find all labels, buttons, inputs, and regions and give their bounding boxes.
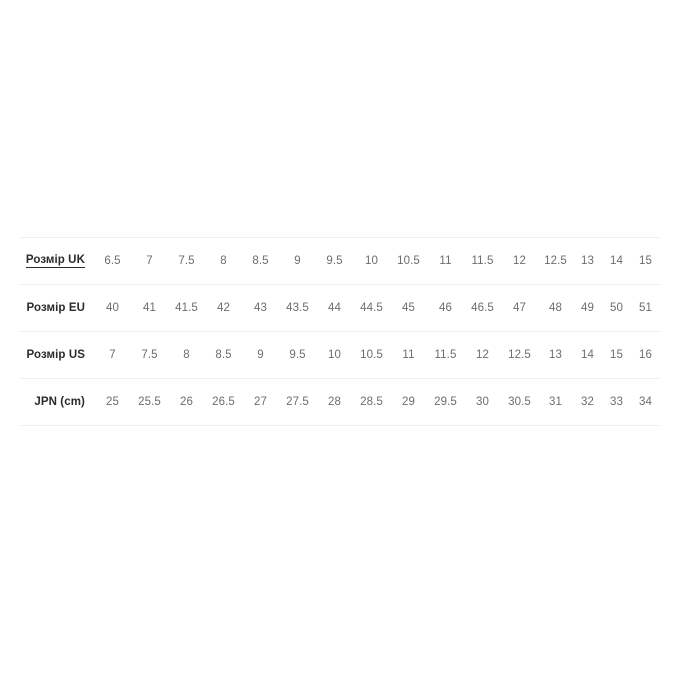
cell-uk-5: 8.5	[252, 255, 269, 267]
cell-uk-8: 10	[365, 255, 378, 267]
row-label-us: Розмір US	[20, 331, 94, 379]
cell-jpn-1: 25	[94, 378, 131, 426]
cell-eu-7: 44	[316, 284, 353, 332]
cell-us-8: 10.5	[353, 331, 390, 379]
row-label-text: Розмір UK	[25, 254, 85, 268]
cell-jpn-9: 29	[390, 378, 427, 426]
row-label-jpn: JPN (cm)	[20, 378, 94, 426]
row-label-text: Розмір EU	[26, 302, 85, 314]
cell-eu-13: 48	[538, 284, 573, 332]
cell-jpn-4: 26.5	[205, 378, 242, 426]
cell-us-4: 8.5	[205, 331, 242, 379]
cell-eu-4: 42	[205, 284, 242, 332]
cell-us-3: 8	[168, 331, 205, 379]
cell-uk-9: 10.5	[397, 255, 420, 267]
cell-us-1: 7	[94, 331, 131, 379]
cell-us-2: 7.5	[131, 331, 168, 379]
cell-uk-13: 12.5	[544, 255, 567, 267]
table-row: Розмір US 7 7.5 8 8.5 9 9.5 10 10.5 11 1…	[20, 331, 660, 379]
cell-eu-15: 50	[602, 284, 631, 332]
cell-jpn-12: 30.5	[501, 378, 538, 426]
cell-uk-6: 9	[294, 255, 301, 267]
cell-jpn-15: 33	[602, 378, 631, 426]
cell-us-16: 16	[631, 331, 660, 379]
cell-jpn-16: 34	[631, 378, 660, 426]
cell-eu-12: 47	[501, 284, 538, 332]
cell-jpn-8: 28.5	[353, 378, 390, 426]
cell-eu-11: 46.5	[464, 284, 501, 332]
cell-uk-12: 12	[513, 255, 526, 267]
table-row: JPN (cm) 25 25.5 26 26.5 27 27.5 28 28.5…	[20, 378, 660, 426]
cell-jpn-3: 26	[168, 378, 205, 426]
cell-eu-5: 43	[242, 284, 279, 332]
cell-uk-14: 13	[581, 255, 594, 267]
cell-jpn-13: 31	[538, 378, 573, 426]
cell-jpn-11: 30	[464, 378, 501, 426]
cell-uk-15: 14	[610, 255, 623, 267]
size-table-container: Розмір UK 6.5 7 7.5 8 8.5 9 9.5 10 10.5 …	[20, 237, 660, 426]
cell-eu-10: 46	[427, 284, 464, 332]
cell-us-14: 14	[573, 331, 602, 379]
shoe-size-conversion-table: Розмір UK 6.5 7 7.5 8 8.5 9 9.5 10 10.5 …	[20, 237, 660, 426]
cell-us-10: 11.5	[427, 331, 464, 379]
cell-uk-4: 8	[220, 255, 227, 267]
cell-eu-3: 41.5	[168, 284, 205, 332]
cell-eu-8: 44.5	[353, 284, 390, 332]
cell-eu-1: 40	[94, 284, 131, 332]
cell-uk-11: 11.5	[471, 255, 494, 267]
cell-us-6: 9.5	[279, 331, 316, 379]
cell-us-7: 10	[316, 331, 353, 379]
cell-us-15: 15	[602, 331, 631, 379]
cell-us-9: 11	[390, 331, 427, 379]
cell-jpn-5: 27	[242, 378, 279, 426]
row-label-text: Розмір US	[26, 349, 85, 361]
cell-uk-2: 7	[146, 255, 153, 267]
cell-eu-6: 43.5	[279, 284, 316, 332]
table-row: Розмір UK 6.5 7 7.5 8 8.5 9 9.5 10 10.5 …	[20, 238, 660, 285]
cell-us-12: 12.5	[501, 331, 538, 379]
cell-uk-1: 6.5	[104, 255, 121, 267]
cell-uk-16: 15	[639, 255, 652, 267]
cell-jpn-14: 32	[573, 378, 602, 426]
table-row: Розмір EU 40 41 41.5 42 43 43.5 44 44.5 …	[20, 284, 660, 332]
row-label-text: JPN (cm)	[34, 396, 85, 408]
cell-eu-9: 45	[390, 284, 427, 332]
cell-uk-3: 7.5	[178, 255, 195, 267]
row-label-uk[interactable]: Розмір UK	[20, 238, 94, 285]
cell-jpn-7: 28	[316, 378, 353, 426]
cell-us-11: 12	[464, 331, 501, 379]
cell-jpn-6: 27.5	[279, 378, 316, 426]
cell-jpn-10: 29.5	[427, 378, 464, 426]
cell-eu-16: 51	[631, 284, 660, 332]
cell-us-5: 9	[242, 331, 279, 379]
cell-us-13: 13	[538, 331, 573, 379]
cell-eu-14: 49	[573, 284, 602, 332]
cell-eu-2: 41	[131, 284, 168, 332]
cell-uk-7: 9.5	[326, 255, 343, 267]
size-table-body: Розмір UK 6.5 7 7.5 8 8.5 9 9.5 10 10.5 …	[20, 238, 660, 426]
row-label-eu: Розмір EU	[20, 284, 94, 332]
cell-uk-10: 11	[439, 255, 452, 267]
cell-jpn-2: 25.5	[131, 378, 168, 426]
